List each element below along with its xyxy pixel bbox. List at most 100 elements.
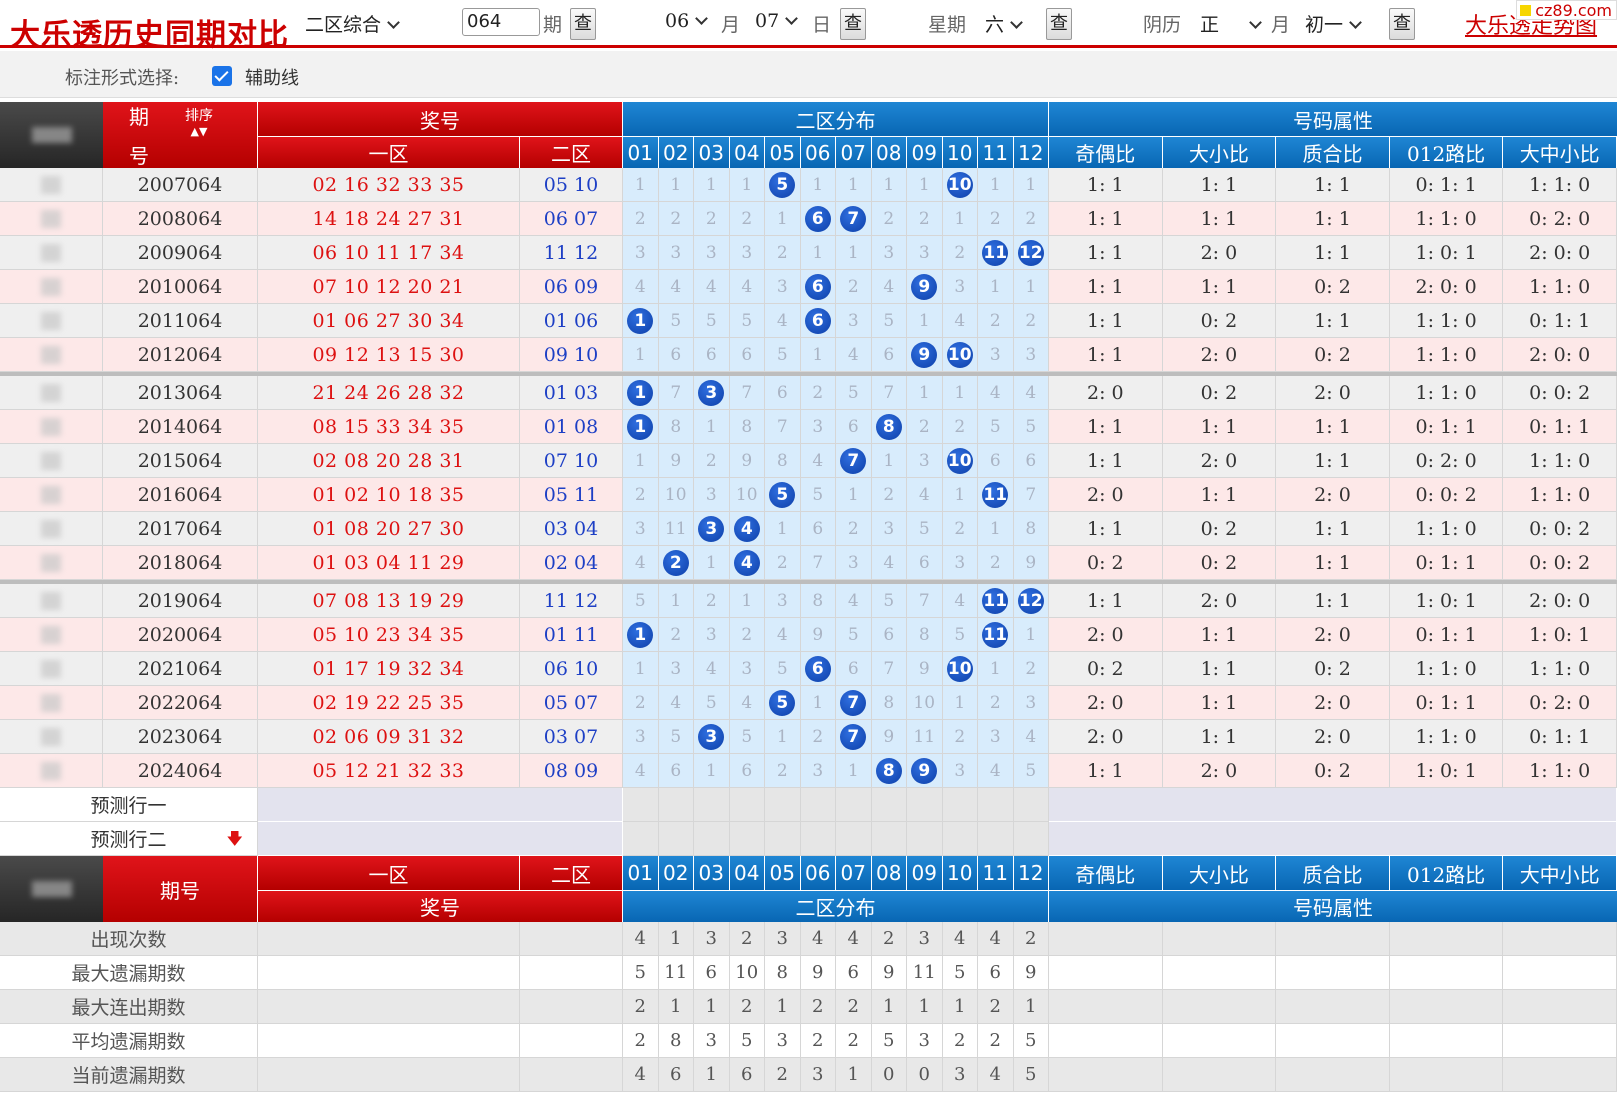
dist-cell-05: 5 <box>765 338 801 372</box>
attribute-cell-2: 1: 1 <box>1276 584 1390 618</box>
predict-number-input[interactable] <box>258 788 623 822</box>
dist-cell-10: 3 <box>942 754 978 788</box>
predict-dist-cell[interactable] <box>1013 788 1049 822</box>
issue-input[interactable]: 064 <box>462 8 540 36</box>
predict-dist-cell[interactable] <box>871 822 907 856</box>
number-column-bottom-07: 07 <box>836 856 872 890</box>
omission-value: 1 <box>1025 276 1037 297</box>
omission-value: 1 <box>705 760 717 781</box>
stat-attr-empty <box>1276 956 1390 990</box>
dist-cell-03: 5 <box>694 686 730 720</box>
predict-dist-cell[interactable] <box>978 822 1014 856</box>
attribute-cell-0: 2: 0 <box>1049 618 1163 652</box>
zone2-numbers: 01 03 <box>520 376 623 410</box>
query-weekday-button[interactable]: 查 <box>1046 8 1072 40</box>
corner-cell-bottom <box>0 856 103 922</box>
omission-value: 2 <box>954 726 966 747</box>
omission-value: 5 <box>670 310 682 331</box>
dist-cell-04: 4 <box>729 270 765 304</box>
hit-ball: 5 <box>769 689 796 716</box>
blurred-row-mark <box>41 383 61 402</box>
guide-line-checkbox[interactable] <box>212 66 232 86</box>
predict-dist-cell[interactable] <box>658 822 694 856</box>
arrow-down-icon[interactable]: 🡇 <box>226 829 243 848</box>
lunar-day-select[interactable]: 初一 <box>1305 10 1362 37</box>
query-issue-button[interactable]: 查 <box>570 8 596 40</box>
attribute-cell-1: 1: 1 <box>1162 652 1277 686</box>
predict-dist-cell[interactable] <box>765 788 801 822</box>
zone1-numbers: 08 15 33 34 35 <box>258 410 520 444</box>
stat-value-09: 0 <box>907 1058 943 1092</box>
dist-cell-05: 2 <box>765 754 801 788</box>
dist-cell-07: 5 <box>836 618 872 652</box>
predict-dist-cell[interactable] <box>800 788 836 822</box>
mode-select[interactable]: 二区综合 <box>305 10 400 37</box>
dist-cell-11: 1 <box>978 652 1014 686</box>
dist-cell-02: 2 <box>658 546 694 580</box>
omission-value: 1 <box>741 590 753 611</box>
dist-cell-02: 5 <box>658 304 694 338</box>
predict-dist-cell[interactable] <box>694 788 730 822</box>
dist-cell-04: 4 <box>729 512 765 546</box>
dist-cell-08: 4 <box>871 546 907 580</box>
omission-value: 3 <box>847 310 859 331</box>
sort-toggle[interactable]: 排序 ▲▼ <box>185 108 213 140</box>
dist-cell-01: 2 <box>623 478 659 512</box>
stat-empty <box>520 1058 623 1092</box>
predict-dist-cell[interactable] <box>907 788 943 822</box>
zone2-numbers: 06 10 <box>520 652 623 686</box>
predict-dist-cell[interactable] <box>978 788 1014 822</box>
predict-dist-cell[interactable] <box>942 788 978 822</box>
predict-dist-cell[interactable] <box>800 822 836 856</box>
guide-line-label: 辅助线 <box>245 68 299 89</box>
predict-dist-cell[interactable] <box>729 822 765 856</box>
dist-cell-09: 5 <box>907 512 943 546</box>
predict-row-label[interactable]: 预测行一 <box>0 788 258 822</box>
hit-ball: 10 <box>946 447 973 474</box>
predict-dist-cell[interactable] <box>907 822 943 856</box>
omission-value: 4 <box>1025 382 1037 403</box>
blurred-row-mark <box>41 311 61 330</box>
weekday-select[interactable]: 六 <box>985 10 1023 37</box>
dist-cell-09: 2 <box>907 410 943 444</box>
day-select[interactable]: 07 <box>755 10 799 32</box>
omission-value: 3 <box>705 484 717 505</box>
predict-number-input[interactable] <box>258 822 623 856</box>
period-header[interactable]: 期号 排序 ▲▼ <box>103 102 258 168</box>
attribute-cell-2: 1: 1 <box>1276 546 1390 580</box>
stat-value-01: 2 <box>623 1024 659 1058</box>
predict-row-label[interactable]: 预测行二 🡇 <box>0 822 258 856</box>
attribute-cell-4: 1: 1: 0 <box>1503 270 1617 304</box>
query-lunar-button[interactable]: 查 <box>1389 8 1415 40</box>
dist-cell-11: 3 <box>978 338 1014 372</box>
attribute-cell-4: 1: 1: 0 <box>1503 754 1617 788</box>
dist-cell-01: 1 <box>623 618 659 652</box>
month-select[interactable]: 06 <box>665 10 709 32</box>
dist-cell-04: 9 <box>729 444 765 478</box>
dist-cell-05: 7 <box>765 410 801 444</box>
query-date-button[interactable]: 查 <box>840 8 866 40</box>
stat-value-06: 2 <box>800 1024 836 1058</box>
predict-dist-cell[interactable] <box>836 822 872 856</box>
hit-ball: 7 <box>840 689 867 716</box>
predict-dist-cell[interactable] <box>836 788 872 822</box>
omission-value: 9 <box>812 624 824 645</box>
attribute-cell-1: 1: 1 <box>1162 618 1277 652</box>
dist-cell-04: 6 <box>729 754 765 788</box>
dist-cell-06: 6 <box>800 304 836 338</box>
dist-cell-07: 2 <box>836 270 872 304</box>
hit-ball: 6 <box>804 205 831 232</box>
predict-dist-cell[interactable] <box>1013 822 1049 856</box>
predict-dist-cell[interactable] <box>942 822 978 856</box>
predict-dist-cell[interactable] <box>729 788 765 822</box>
predict-dist-cell[interactable] <box>694 822 730 856</box>
predict-dist-cell[interactable] <box>765 822 801 856</box>
predict-dist-cell[interactable] <box>658 788 694 822</box>
lunar-month-select[interactable]: 正 <box>1200 10 1262 37</box>
predict-dist-cell[interactable] <box>623 822 659 856</box>
dist-cell-05: 2 <box>765 546 801 580</box>
predict-dist-cell[interactable] <box>871 788 907 822</box>
omission-value: 3 <box>741 242 753 263</box>
predict-dist-cell[interactable] <box>623 788 659 822</box>
hit-ball: 6 <box>804 273 831 300</box>
